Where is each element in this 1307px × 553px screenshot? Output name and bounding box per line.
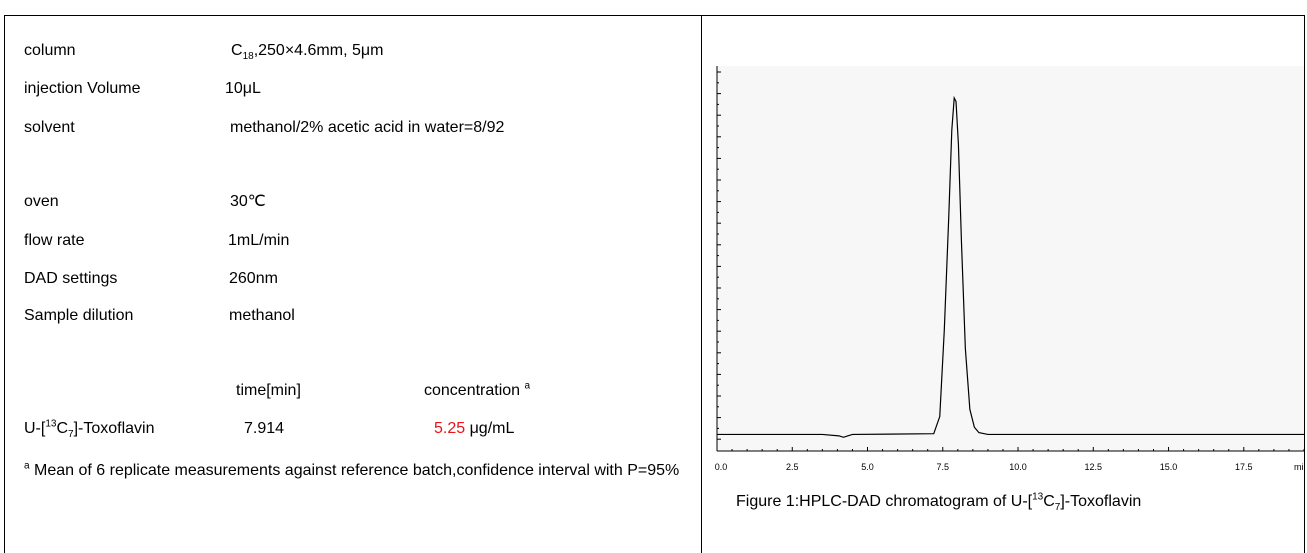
x-tick-label: 10.0 <box>1009 462 1027 472</box>
x-tick-label: 12.5 <box>1085 462 1103 472</box>
param-label: flow rate <box>24 232 85 249</box>
table-right-border <box>1304 15 1305 553</box>
param-label: injection Volume <box>24 80 141 97</box>
param-value: 260nm <box>229 270 278 287</box>
header-time: time[min] <box>236 382 301 399</box>
param-value: 30℃ <box>230 193 266 210</box>
plot-area <box>717 66 1304 451</box>
x-tick-label: 7.5 <box>937 462 950 472</box>
param-value: 10μL <box>225 80 261 97</box>
x-tick-label: 15.0 <box>1160 462 1178 472</box>
footnote: a Mean of 6 replicate measurements again… <box>24 460 680 479</box>
x-axis-ticks <box>716 447 1304 451</box>
param-label: solvent <box>24 119 75 136</box>
x-tick-label: 0.0 <box>715 462 728 472</box>
param-label: Sample dilution <box>24 307 134 324</box>
table-left-border <box>4 15 5 553</box>
table-top-border <box>4 15 1304 16</box>
x-tick-label: 5.0 <box>861 462 874 472</box>
x-axis-tick-labels: 0.0 2.5 5.0 7.5 10.0 12.5 15.0 17.5 <box>715 462 1253 472</box>
param-label: column <box>24 42 76 59</box>
param-label: oven <box>24 193 59 210</box>
concentration-value: 5.25 μg/mL <box>434 420 515 437</box>
x-tick-label: 17.5 <box>1235 462 1253 472</box>
retention-time: 7.914 <box>244 420 285 437</box>
chromatogram-trace <box>717 95 1304 438</box>
concentration-number: 5.25 <box>434 420 466 437</box>
table-middle-border <box>701 15 702 553</box>
chromatogram-chart: 0.0 2.5 5.0 7.5 10.0 12.5 15.0 17.5 min <box>715 66 1304 472</box>
param-value: C18,250×4.6mm, 5μm <box>231 42 384 63</box>
figure-caption: Figure 1:HPLC-DAD chromatogram of U-[13C… <box>736 491 1142 514</box>
header-concentration: concentration a <box>424 380 531 399</box>
y-axis-ticks <box>717 71 721 440</box>
param-value: methanol <box>229 307 295 324</box>
param-value: 1mL/min <box>228 232 290 249</box>
x-axis-unit-label: min <box>1294 462 1304 472</box>
x-tick-label: 2.5 <box>786 462 799 472</box>
param-label: DAD settings <box>24 270 118 287</box>
compound-name: U-[13C7]-Toxoflavin <box>24 418 155 441</box>
param-value: methanol/2% acetic acid in water=8/92 <box>230 119 505 136</box>
